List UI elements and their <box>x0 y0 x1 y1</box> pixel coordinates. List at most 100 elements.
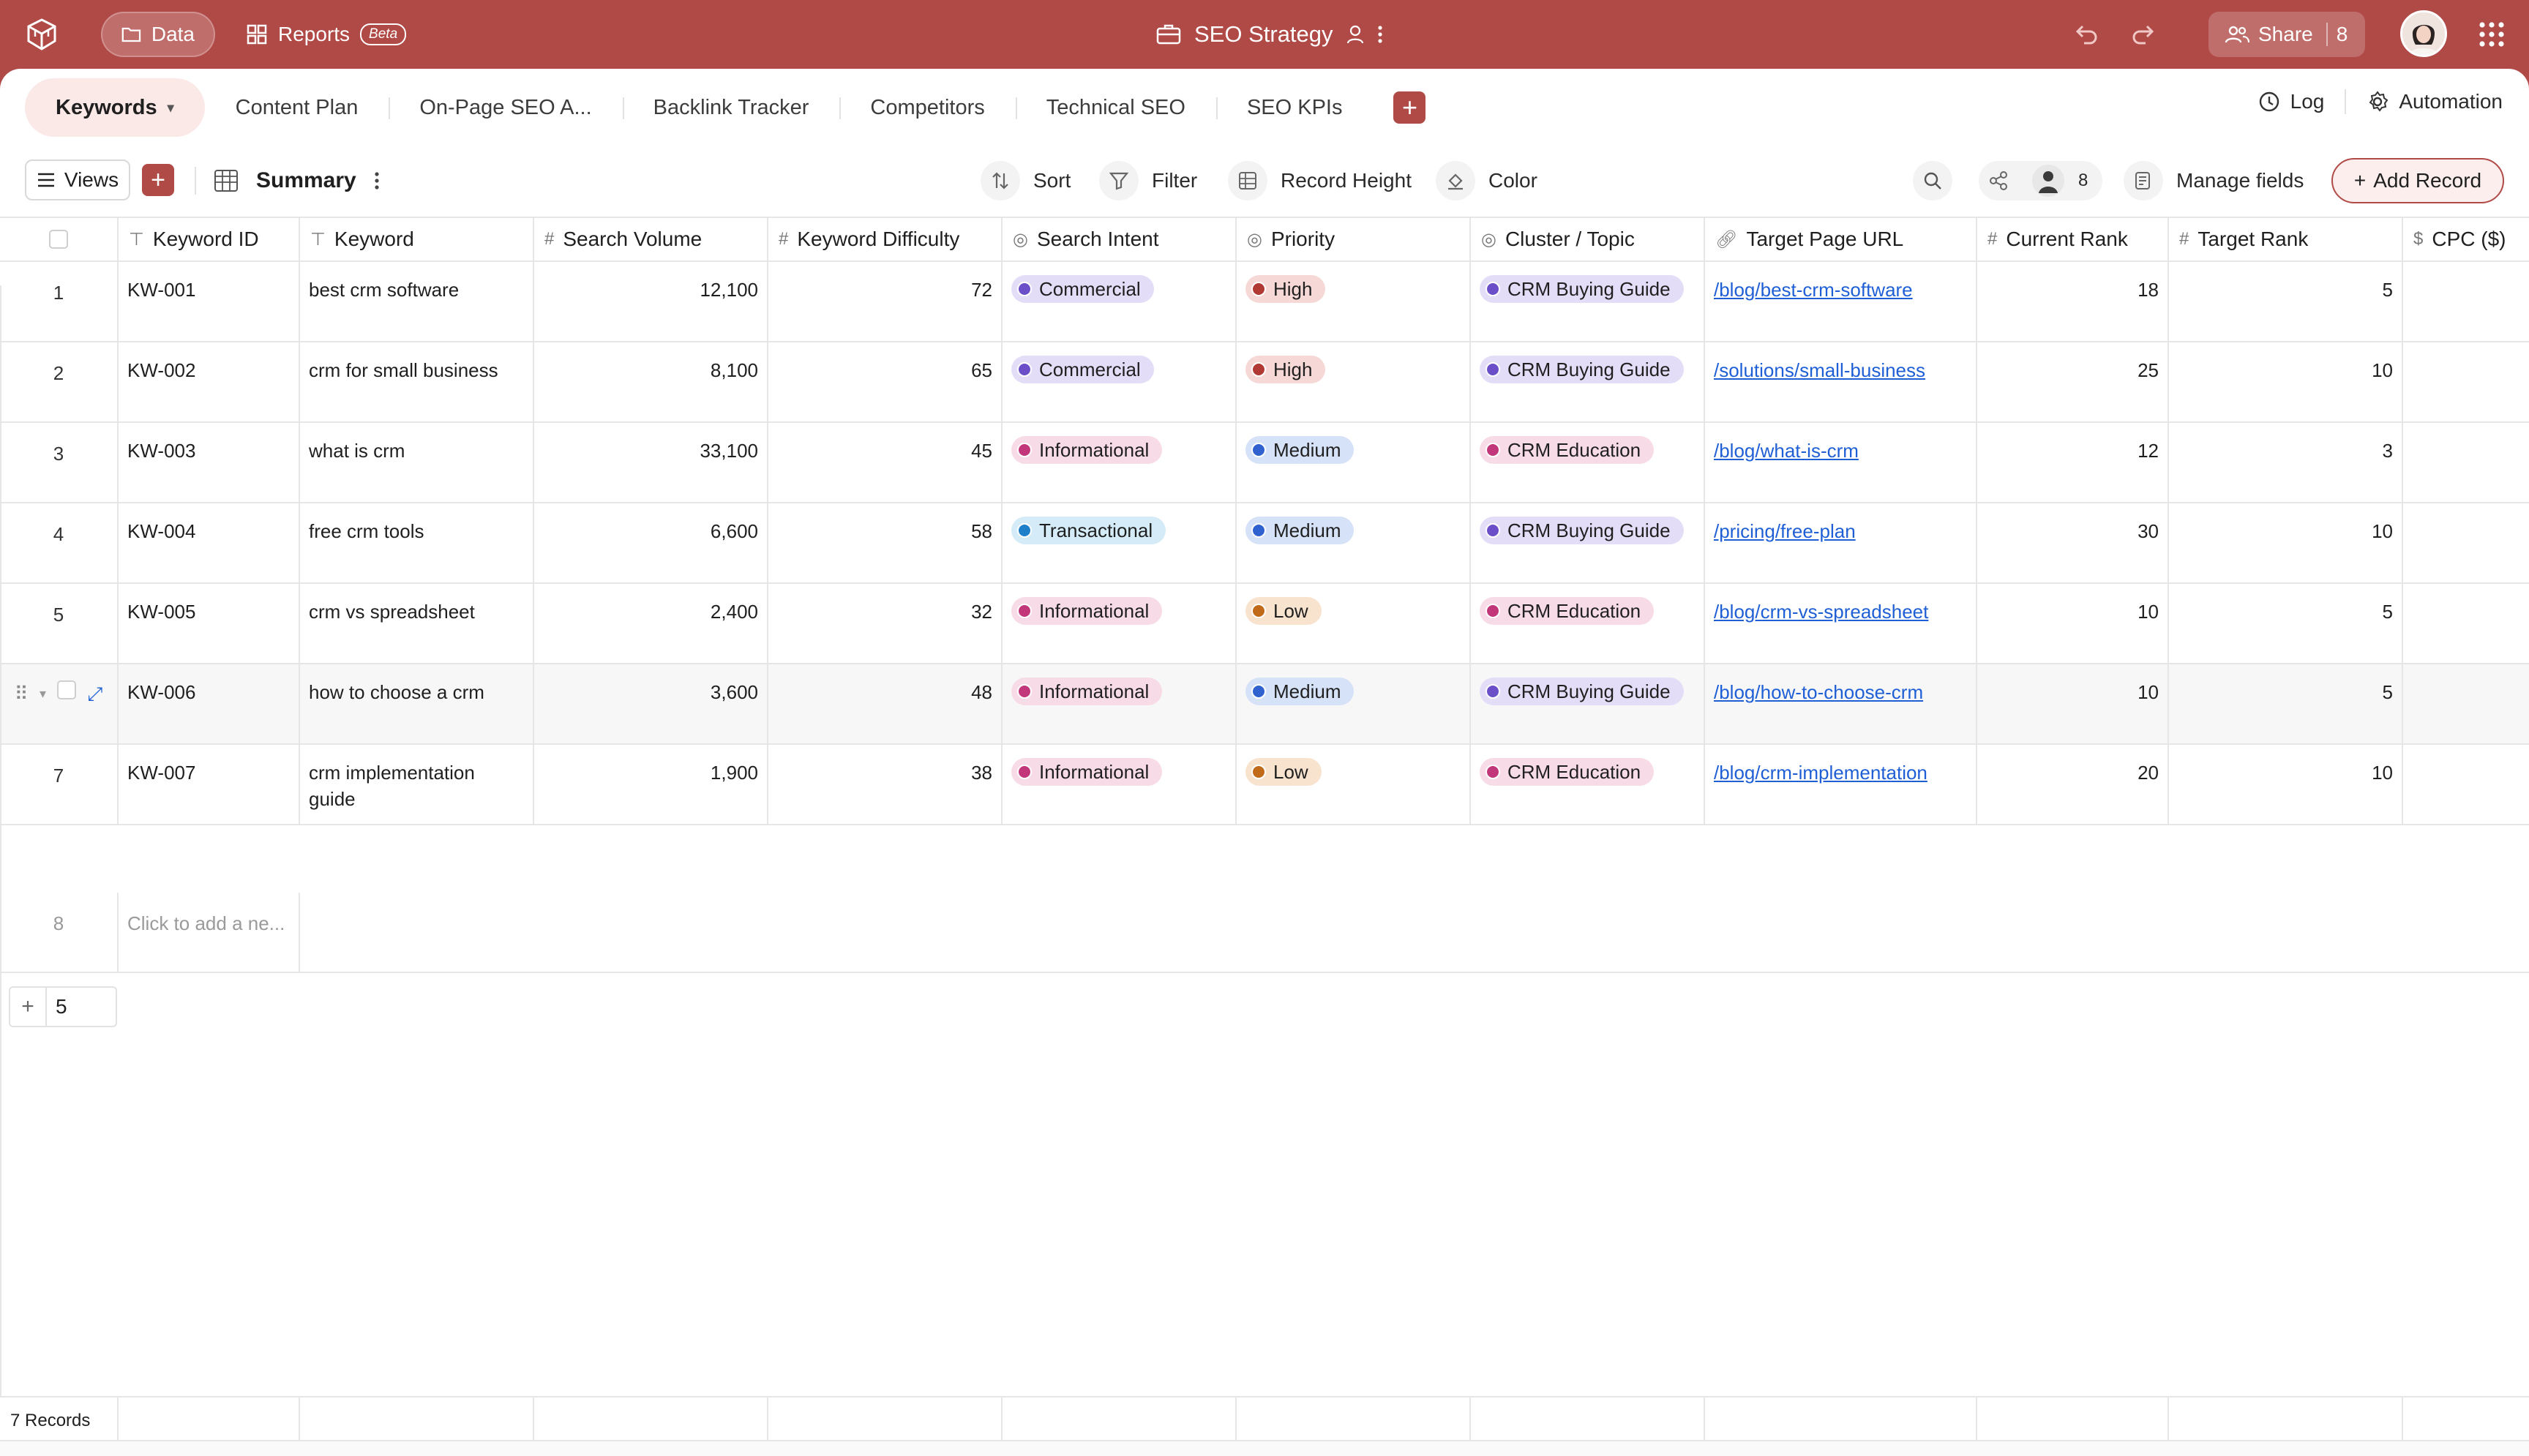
target-rank-cell[interactable]: 5 <box>2169 584 2403 663</box>
search-volume-cell[interactable]: 1,900 <box>534 745 768 824</box>
target-url-link[interactable]: /blog/how-to-choose-crm <box>1714 681 1924 703</box>
cluster-cell[interactable]: CRM Buying Guide <box>1471 503 1705 582</box>
plus-icon[interactable]: + <box>21 994 34 1018</box>
column-header-search-intent[interactable]: ◎ Search Intent <box>1003 218 1237 260</box>
search-volume-cell[interactable]: 6,600 <box>534 503 768 582</box>
cpc-cell[interactable] <box>2403 745 2529 824</box>
target-rank-cell[interactable]: 10 <box>2169 503 2403 582</box>
table-row[interactable]: 5 KW-005 crm vs spreadsheet 2,400 32 Informat… <box>0 584 2529 664</box>
keyword-id-cell[interactable]: KW-001 <box>119 262 300 341</box>
row-index-cell[interactable]: 7 <box>0 745 119 824</box>
current-rank-cell[interactable]: 10 <box>1977 664 2169 743</box>
search-intent-cell[interactable]: Informational <box>1003 745 1237 824</box>
priority-cell[interactable]: High <box>1237 262 1471 341</box>
keyword-cell[interactable]: crm implementation guide <box>300 745 534 824</box>
search-intent-cell[interactable]: Commercial <box>1003 262 1237 341</box>
column-header-keyword-id[interactable]: ⊤ Keyword ID <box>119 218 300 260</box>
search-volume-cell[interactable]: 8,100 <box>534 342 768 421</box>
target-rank-cell[interactable]: 5 <box>2169 262 2403 341</box>
column-header-keyword[interactable]: ⊤ Keyword <box>300 218 534 260</box>
keyword-id-cell[interactable]: KW-006 <box>119 664 300 743</box>
cpc-cell[interactable] <box>2403 664 2529 743</box>
column-header-priority[interactable]: ◎ Priority <box>1237 218 1471 260</box>
keyword-id-cell[interactable]: KW-002 <box>119 342 300 421</box>
current-rank-cell[interactable]: 12 <box>1977 423 2169 502</box>
app-logo-icon[interactable] <box>25 18 59 51</box>
expand-record-icon[interactable]: ⤢ <box>87 683 103 705</box>
priority-tag[interactable]: Low <box>1245 597 1322 625</box>
target-url-cell[interactable]: /blog/crm-implementation <box>1705 745 1977 824</box>
target-rank-cell[interactable]: 10 <box>2169 342 2403 421</box>
keyword-cell[interactable]: how to choose a crm <box>300 664 534 743</box>
summary-cell[interactable] <box>1003 1397 1237 1440</box>
keyword-cell[interactable]: crm for small business <box>300 342 534 421</box>
table-row[interactable]: 1 KW-001 best crm software 12,100 72 Commerci… <box>0 262 2529 342</box>
search-intent-cell[interactable]: Informational <box>1003 423 1237 502</box>
cluster-cell[interactable]: CRM Buying Guide <box>1471 664 1705 743</box>
cpc-cell[interactable] <box>2403 342 2529 421</box>
row-index-cell[interactable]: 5 <box>0 584 119 663</box>
search-volume-cell[interactable]: 12,100 <box>534 262 768 341</box>
collaborators-button[interactable]: 8 <box>1979 161 2103 200</box>
current-rank-cell[interactable]: 10 <box>1977 584 2169 663</box>
intent-tag[interactable]: Commercial <box>1011 275 1154 303</box>
target-url-cell[interactable]: /blog/best-crm-software <box>1705 262 1977 341</box>
table-row[interactable]: 3 KW-003 what is crm 33,100 45 Informational M… <box>0 423 2529 503</box>
priority-tag[interactable]: Medium <box>1245 436 1355 464</box>
target-url-link[interactable]: /pricing/free-plan <box>1714 520 1856 542</box>
view-more-icon[interactable] <box>374 170 380 191</box>
cpc-cell[interactable] <box>2403 262 2529 341</box>
cluster-tag[interactable]: CRM Buying Guide <box>1480 356 1684 383</box>
target-rank-cell[interactable]: 10 <box>2169 745 2403 824</box>
cluster-cell[interactable]: CRM Education <box>1471 584 1705 663</box>
search-intent-cell[interactable]: Commercial <box>1003 342 1237 421</box>
reports-mode-button[interactable]: Reports Beta <box>231 12 421 57</box>
drag-handle-icon[interactable]: ⠿ <box>14 683 29 705</box>
keyword-id-cell[interactable]: KW-004 <box>119 503 300 582</box>
column-header-keyword-difficulty[interactable]: # Keyword Difficulty <box>768 218 1003 260</box>
priority-tag[interactable]: Medium <box>1245 678 1355 705</box>
keyword-difficulty-cell[interactable]: 72 <box>768 262 1003 341</box>
priority-cell[interactable]: Medium <box>1237 503 1471 582</box>
summary-cell[interactable] <box>119 1397 300 1440</box>
keyword-cell[interactable]: free crm tools <box>300 503 534 582</box>
priority-cell[interactable]: Medium <box>1237 664 1471 743</box>
search-intent-cell[interactable]: Informational <box>1003 584 1237 663</box>
redo-icon[interactable] <box>2129 20 2159 49</box>
keyword-difficulty-cell[interactable]: 32 <box>768 584 1003 663</box>
target-url-link[interactable]: /blog/best-crm-software <box>1714 279 1913 301</box>
manage-fields-button[interactable]: Manage fields <box>2124 161 2304 200</box>
column-header-search-volume[interactable]: # Search Volume <box>534 218 768 260</box>
column-header-cluster[interactable]: ◎ Cluster / Topic <box>1471 218 1705 260</box>
collaborator-icon[interactable] <box>1346 24 1364 45</box>
priority-cell[interactable]: Medium <box>1237 423 1471 502</box>
current-view[interactable]: Summary <box>214 162 380 199</box>
keyword-difficulty-cell[interactable]: 65 <box>768 342 1003 421</box>
chevron-down-icon[interactable]: ▾ <box>39 686 46 701</box>
intent-tag[interactable]: Informational <box>1011 597 1163 625</box>
data-mode-button[interactable]: Data <box>101 12 215 57</box>
search-volume-cell[interactable]: 33,100 <box>534 423 768 502</box>
summary-cell[interactable] <box>1977 1397 2169 1440</box>
summary-cell[interactable] <box>2169 1397 2403 1440</box>
tab-keywords[interactable]: Keywords ▾ <box>25 78 205 137</box>
search-button[interactable] <box>1913 161 1952 200</box>
current-rank-cell[interactable]: 30 <box>1977 503 2169 582</box>
summary-cell[interactable] <box>300 1397 534 1440</box>
row-index-cell[interactable]: 3 <box>0 423 119 502</box>
select-all-checkbox[interactable] <box>49 230 68 249</box>
record-height-button[interactable]: Record Height <box>1228 161 1412 200</box>
target-url-cell[interactable]: /solutions/small-business <box>1705 342 1977 421</box>
cluster-tag[interactable]: CRM Buying Guide <box>1480 517 1684 544</box>
cluster-cell[interactable]: CRM Education <box>1471 423 1705 502</box>
priority-tag[interactable]: Medium <box>1245 517 1355 544</box>
cpc-cell[interactable] <box>2403 584 2529 663</box>
document-title-area[interactable]: SEO Strategy <box>1156 18 1383 51</box>
intent-tag[interactable]: Informational <box>1011 678 1163 705</box>
share-button[interactable]: Share 8 <box>2208 12 2365 57</box>
row-index-cell[interactable]: ⠿ ▾ ⤢ <box>0 664 119 743</box>
column-header-target-url[interactable]: 🔗︎ Target Page URL <box>1705 218 1977 260</box>
automation-button[interactable]: Automation <box>2367 90 2503 113</box>
column-header-target-rank[interactable]: # Target Rank <box>2169 218 2403 260</box>
keyword-id-cell[interactable]: KW-003 <box>119 423 300 502</box>
